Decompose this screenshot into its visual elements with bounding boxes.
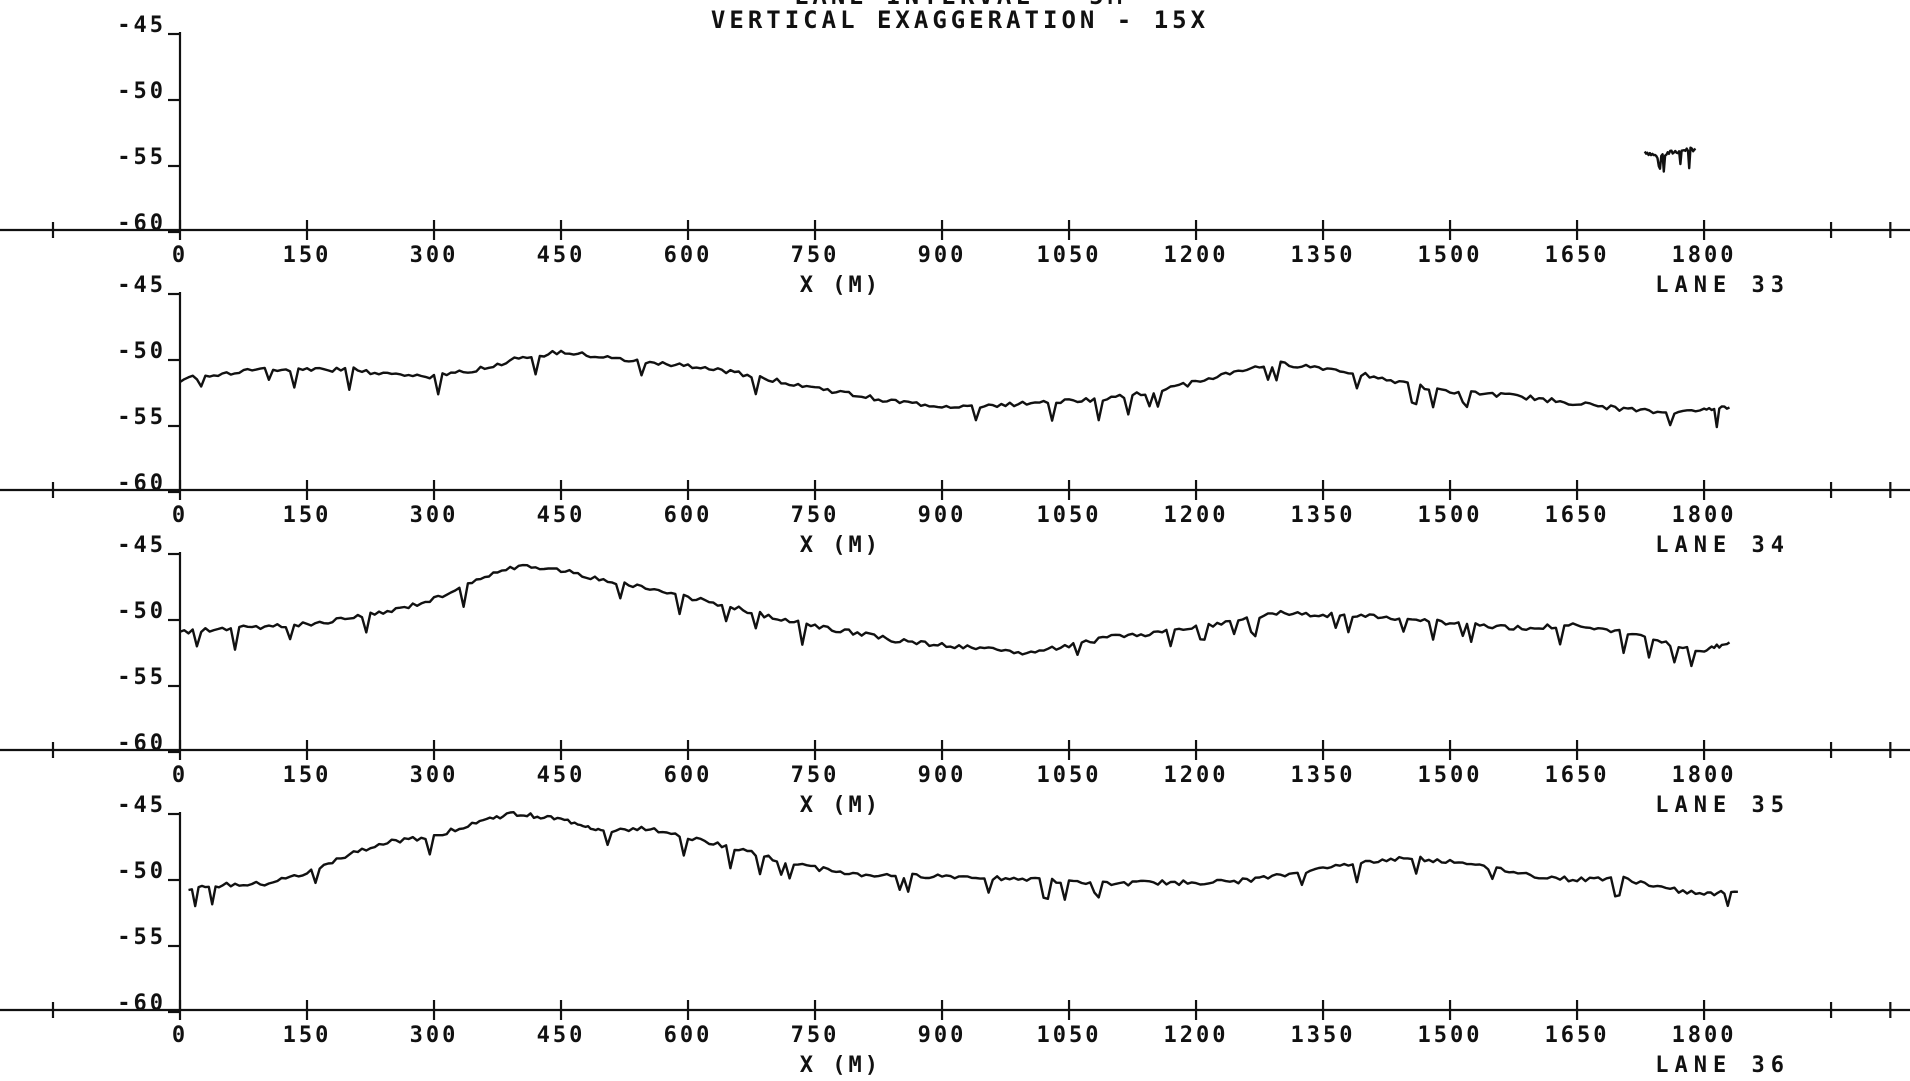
x-tick-label: 0 xyxy=(172,503,188,528)
x-tick-label: 900 xyxy=(918,763,967,788)
x-tick-label: 900 xyxy=(918,243,967,268)
lane-panel-2: -45 -50 -55 -600 150 300 450 600 750 900 1050 1200 1… xyxy=(0,273,1910,558)
x-tick-label: 1650 xyxy=(1545,1023,1610,1048)
x-tick-label: 1800 xyxy=(1672,1023,1737,1048)
y-tick-label: -50 xyxy=(117,859,166,884)
x-tick-label: 1350 xyxy=(1291,243,1356,268)
depth-profile-line xyxy=(1643,146,1697,173)
x-tick-label: 600 xyxy=(664,503,713,528)
x-tick-label: 600 xyxy=(664,1023,713,1048)
x-tick-label: 300 xyxy=(410,763,459,788)
x-tick-label: 1500 xyxy=(1418,503,1483,528)
x-tick-label: 1050 xyxy=(1037,1023,1102,1048)
x-tick-label: 1350 xyxy=(1291,1023,1356,1048)
x-tick-label: 1650 xyxy=(1545,243,1610,268)
x-tick-label: 0 xyxy=(172,243,188,268)
x-tick-label: 150 xyxy=(283,1023,332,1048)
x-axis-label: X (M) xyxy=(800,793,881,818)
y-tick-label: -60 xyxy=(117,211,166,236)
y-tick-label: -45 xyxy=(117,13,166,38)
x-tick-label: 1200 xyxy=(1164,763,1229,788)
lane-panel-3: -45 -50 -55 -600 150 300 450 600 750 900 1050 1200 1… xyxy=(0,533,1910,818)
y-tick-label: -60 xyxy=(117,471,166,496)
x-tick-label: 300 xyxy=(410,243,459,268)
panels-group: -45-50-55-600 150 300 450 600 750 900 1050 1200 1… xyxy=(0,13,1910,1078)
x-tick-label: 150 xyxy=(283,243,332,268)
x-tick-label: 750 xyxy=(791,763,840,788)
y-tick-label: -60 xyxy=(117,991,166,1016)
x-tick-label: 900 xyxy=(918,503,967,528)
x-axis-label: X (M) xyxy=(800,1053,881,1078)
y-tick-label: -50 xyxy=(117,599,166,624)
lane-label: LANE 36 xyxy=(1655,1053,1790,1078)
x-tick-label: 300 xyxy=(410,503,459,528)
x-tick-label: 1500 xyxy=(1418,1023,1483,1048)
depth-profile-line xyxy=(188,811,1738,908)
x-tick-label: 0 xyxy=(172,763,188,788)
x-tick-label: 1200 xyxy=(1164,1023,1229,1048)
lane-label: LANE 35 xyxy=(1655,793,1790,818)
x-tick-label: 900 xyxy=(918,1023,967,1048)
x-tick-label: 450 xyxy=(537,503,586,528)
x-tick-label: 1350 xyxy=(1291,763,1356,788)
x-tick-label: 600 xyxy=(664,243,713,268)
x-tick-label: 0 xyxy=(172,1023,188,1048)
lane-label: LANE 34 xyxy=(1655,533,1790,558)
x-tick-label: 1050 xyxy=(1037,763,1102,788)
x-tick-label: 750 xyxy=(791,1023,840,1048)
x-tick-label: 450 xyxy=(537,763,586,788)
x-tick-label: 1200 xyxy=(1164,243,1229,268)
y-tick-label: -50 xyxy=(117,339,166,364)
x-axis-label: X (M) xyxy=(800,533,881,558)
y-tick-label: -45 xyxy=(117,793,166,818)
depth-profile-line xyxy=(179,349,1731,429)
chart-title-line2: VERTICAL EXAGGERATION - 15X xyxy=(711,6,1209,34)
lane-panel-1: -45 -50 -55 -600 150 300 450 600 750 900 1050 1200 1… xyxy=(0,13,1910,298)
x-tick-label: 150 xyxy=(283,503,332,528)
lane-panel-4: -45 -50 -55 -600 150 300 450 600 750 900 1050 1200 1… xyxy=(0,793,1910,1078)
x-tick-label: 450 xyxy=(537,243,586,268)
x-tick-label: 1050 xyxy=(1037,243,1102,268)
x-axis-label: X (M) xyxy=(800,273,881,298)
x-tick-label: 1800 xyxy=(1672,763,1737,788)
x-tick-label: 750 xyxy=(791,503,840,528)
chart-title-line1: LANE INTERVAL - 5M xyxy=(794,0,1126,10)
x-tick-label: 600 xyxy=(664,763,713,788)
y-tick-label: -45 xyxy=(117,533,166,558)
x-tick-label: 450 xyxy=(537,1023,586,1048)
depth-profile-line xyxy=(179,563,1731,668)
y-tick-label: -55 xyxy=(117,665,166,690)
x-tick-label: 1650 xyxy=(1545,503,1610,528)
y-tick-label: -55 xyxy=(117,145,166,170)
x-tick-label: 1050 xyxy=(1037,503,1102,528)
x-tick-label: 300 xyxy=(410,1023,459,1048)
x-tick-label: 1500 xyxy=(1418,763,1483,788)
y-tick-label: -45 xyxy=(117,273,166,298)
x-tick-label: 1650 xyxy=(1545,763,1610,788)
x-tick-label: 1800 xyxy=(1672,503,1737,528)
x-tick-label: 150 xyxy=(283,763,332,788)
y-tick-label: -50 xyxy=(117,79,166,104)
x-tick-label: 1500 xyxy=(1418,243,1483,268)
y-tick-label: -55 xyxy=(117,405,166,430)
x-tick-label: 1800 xyxy=(1672,243,1737,268)
x-tick-label: 750 xyxy=(791,243,840,268)
x-tick-label: 1350 xyxy=(1291,503,1356,528)
y-tick-label: -55 xyxy=(117,925,166,950)
x-tick-label: 1200 xyxy=(1164,503,1229,528)
y-tick-label: -60 xyxy=(117,731,166,756)
lane-label: LANE 33 xyxy=(1655,273,1790,298)
